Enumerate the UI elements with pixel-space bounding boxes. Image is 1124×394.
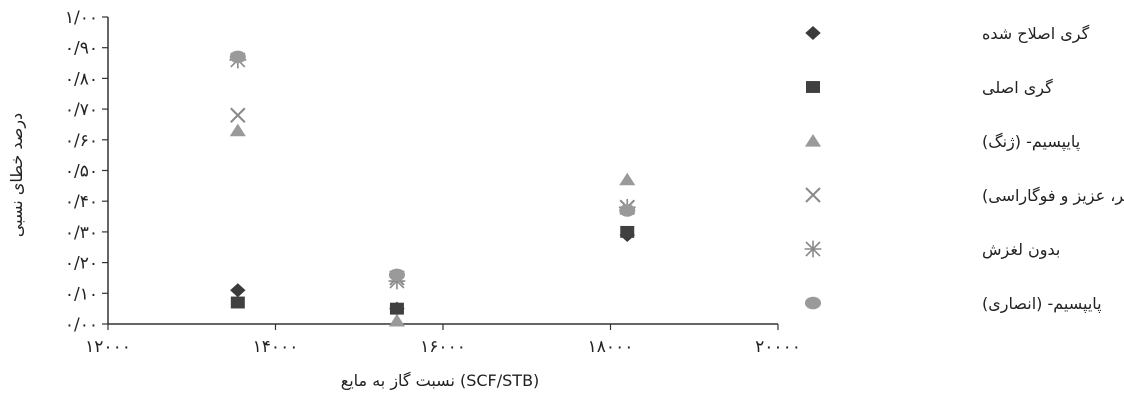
x-tick-label: ۱۲۰۰۰	[85, 337, 131, 357]
y-tick-label: ۰/۶۰	[65, 131, 98, 151]
data-point-triangle	[229, 123, 246, 137]
x-tick-label: ۱۸۰۰۰	[588, 337, 634, 357]
y-axis: ۰/۰۰ ۰/۱۰ ۰/۲۰ ۰/۳۰ ۰/۴۰ ۰/۵۰ ۰/۶۰ ۰/۷۰ ۰/۸۰ ۰/۹۰…	[65, 8, 109, 335]
legend-item: گری اصلی	[806, 78, 1053, 98]
legend-marker-triangle	[804, 134, 822, 147]
legend-marker-diamond	[805, 26, 821, 40]
legend-item: پایپسیم-(گوپر، عزیز و فوگاراسی)	[805, 186, 1124, 206]
data-point-circle	[619, 204, 636, 217]
legend-marker-x	[805, 187, 821, 203]
legend-label: پایپسیم- (انصاری)	[982, 294, 1102, 314]
y-tick-label: ۰/۱۰	[65, 284, 98, 304]
legend-label: بدون لغزش	[982, 240, 1060, 260]
legend-label: گری اصلی	[982, 78, 1053, 98]
y-tick-label: ۰/۳۰	[65, 223, 98, 243]
x-tick-label: ۱۴۰۰۰	[253, 337, 299, 357]
legend-item: بدون لغزش	[804, 240, 1060, 260]
legend-marker-square	[806, 81, 820, 93]
x-tick-label: ۱۶۰۰۰	[420, 337, 466, 357]
y-tick-label: ۰/۲۰	[65, 254, 98, 274]
data-point-triangle	[619, 172, 636, 186]
y-tick-label: ۱/۰۰	[65, 8, 98, 28]
x-tick-label: ۲۰۰۰۰	[755, 337, 801, 357]
data-point-diamond	[230, 283, 246, 298]
y-axis-title: درصد خطای نسبی	[7, 113, 27, 237]
legend: گری اصلاح شده گری اصلی پایپسیم- (ژنگ) پایپس…	[804, 24, 1124, 314]
legend-item: پایپسیم- (انصاری)	[804, 294, 1102, 314]
data-points	[229, 50, 636, 327]
data-point-square	[620, 225, 635, 238]
y-tick-label: ۰/۴۰	[65, 192, 98, 212]
legend-marker-asterisk	[804, 240, 822, 258]
legend-label: گری اصلاح شده	[982, 24, 1090, 44]
data-point-x	[230, 107, 246, 123]
legend-marker-circle	[804, 296, 822, 310]
data-point-square	[230, 296, 245, 309]
legend-item: پایپسیم- (ژنگ)	[804, 132, 1080, 152]
y-tick-label: ۰/۷۰	[65, 100, 98, 120]
data-point-circle	[388, 268, 405, 282]
data-point-circle	[229, 50, 246, 64]
data-point-square	[389, 302, 404, 315]
y-tick-label: ۰/۰۰	[65, 315, 98, 335]
x-axis: ۱۲۰۰۰ ۱۴۰۰۰ ۱۶۰۰۰ ۱۸۰۰۰ ۲۰۰۰۰	[85, 323, 801, 357]
y-tick-label: ۰/۹۰	[65, 39, 98, 59]
x-axis-title: نسبت گاز به مایع (SCF/STB)	[341, 371, 540, 391]
legend-label: پایپسیم- (ژنگ)	[982, 132, 1080, 152]
data-point-triangle	[388, 313, 405, 327]
y-tick-label: ۰/۵۰	[65, 162, 98, 182]
y-tick-label: ۰/۸۰	[65, 69, 98, 89]
legend-item: گری اصلاح شده	[805, 24, 1090, 44]
legend-label: پایپسیم-(گوپر، عزیز و فوگاراسی)	[982, 186, 1124, 206]
